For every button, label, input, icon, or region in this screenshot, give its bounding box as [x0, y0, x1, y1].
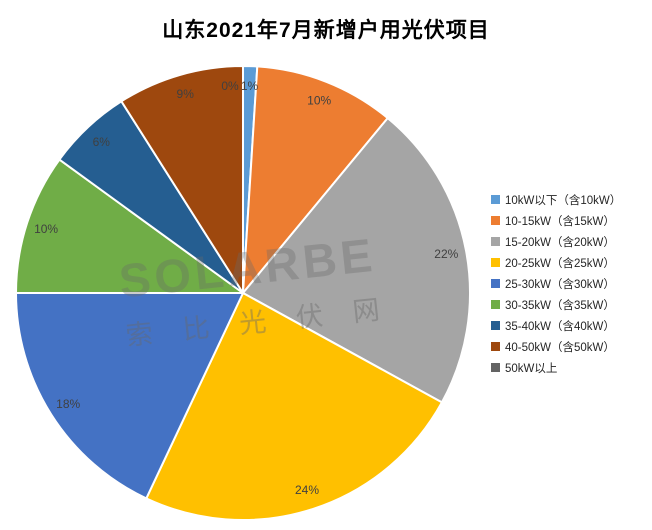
legend-item: 35-40kW（含40kW）	[491, 315, 621, 336]
legend-swatch-icon	[491, 195, 500, 204]
legend-item: 10kW以下（含10kW）	[491, 189, 621, 210]
pie-slice	[15, 292, 244, 500]
data-label: 18%	[56, 397, 80, 411]
pie-slice	[242, 117, 471, 404]
legend-item: 15-20kW（含20kW）	[491, 231, 621, 252]
legend-swatch-icon	[491, 300, 500, 309]
legend-item-label: 50kW以上	[505, 362, 558, 375]
legend-swatch-icon	[491, 363, 500, 372]
legend-item-label: 40-50kW（含50kW）	[505, 341, 615, 354]
legend-item: 40-50kW（含50kW）	[491, 336, 621, 357]
data-label: 1%	[241, 79, 259, 93]
data-label: 10%	[34, 222, 58, 236]
pie-slice	[15, 158, 244, 294]
legend-item-label: 10kW以下（含10kW）	[505, 194, 622, 207]
legend-item: 20-25kW（含25kW）	[491, 252, 621, 273]
legend-item: 30-35kW（含35kW）	[491, 294, 621, 315]
data-label: 9%	[177, 87, 195, 101]
legend-item-label: 20-25kW（含25kW）	[505, 257, 615, 270]
data-label: 0%	[221, 79, 239, 93]
legend-swatch-icon	[491, 279, 500, 288]
data-label: 10%	[307, 94, 331, 108]
legend-item-label: 10-15kW（含15kW）	[505, 215, 615, 228]
legend-item: 10-15kW（含15kW）	[491, 210, 621, 231]
legend-item-label: 30-35kW（含35kW）	[505, 299, 615, 312]
legend-item: 50kW以上	[491, 357, 621, 378]
legend-swatch-icon	[491, 342, 500, 351]
data-label: 6%	[93, 135, 111, 149]
pie-slice	[145, 292, 443, 522]
pie-slice	[242, 65, 389, 294]
data-label: 22%	[434, 247, 458, 261]
legend-item-label: 15-20kW（含20kW）	[505, 236, 615, 249]
legend: 10kW以下（含10kW） 10-15kW（含15kW） 15-20kW（含20kW…	[491, 189, 621, 378]
legend-item-label: 35-40kW（含40kW）	[505, 320, 615, 333]
chart-title: 山东2021年7月新增户用光伏项目	[162, 19, 490, 42]
data-label: 24%	[295, 483, 319, 497]
legend-swatch-icon	[491, 258, 500, 267]
legend-swatch-icon	[491, 321, 500, 330]
pie-slice	[120, 65, 244, 294]
legend-swatch-icon	[491, 216, 500, 225]
legend-item: 25-30kW（含30kW）	[491, 273, 621, 294]
legend-item-label: 25-30kW（含30kW）	[505, 278, 615, 291]
legend-swatch-icon	[491, 237, 500, 246]
